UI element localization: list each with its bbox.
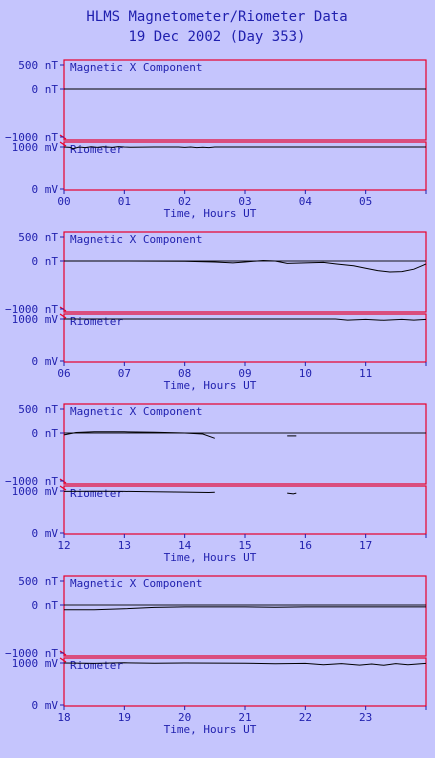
x-axis-title: Time, Hours UT bbox=[164, 723, 257, 736]
magnetic-panel-label: Magnetic X Component bbox=[70, 61, 202, 74]
x-tick-label: 18 bbox=[57, 711, 70, 724]
rio-ytick-label: 1000 mV bbox=[12, 657, 59, 670]
mag-ytick-label: −1000 nT bbox=[5, 647, 58, 660]
mag-ytick-label: 0 nT bbox=[32, 255, 59, 268]
magnetic-x-trace bbox=[64, 259, 427, 273]
x-tick-label: 21 bbox=[238, 711, 251, 724]
x-axis-title: Time, Hours UT bbox=[164, 379, 257, 392]
chart-title: HLMS Magnetometer/Riometer Data bbox=[86, 9, 347, 25]
x-tick-label: 16 bbox=[299, 539, 312, 552]
x-tick-label: 11 bbox=[359, 367, 372, 380]
x-tick-label: 15 bbox=[238, 539, 251, 552]
x-tick-label: 19 bbox=[118, 711, 131, 724]
x-tick-label: 17 bbox=[359, 539, 372, 552]
x-tick-label: 07 bbox=[118, 367, 131, 380]
rio-ytick-label: 0 mV bbox=[32, 699, 59, 712]
x-tick-label: 10 bbox=[299, 367, 312, 380]
axis-break-mark-1 bbox=[59, 313, 67, 319]
x-tick-label: 01 bbox=[118, 195, 131, 208]
x-tick-label: 14 bbox=[178, 539, 192, 552]
riometer-trace bbox=[63, 662, 427, 666]
axis-break-mark-1 bbox=[59, 657, 67, 663]
riometer-trace bbox=[63, 146, 426, 150]
panel-3: Magnetic X Component Riometer 500 nT 0 nT −1… bbox=[5, 575, 427, 736]
mag-ytick-label: −1000 nT bbox=[5, 303, 58, 316]
x-tick-label: 04 bbox=[299, 195, 313, 208]
magnetic-frame bbox=[63, 231, 427, 313]
panel-2: Magnetic X Component Riometer 500 nT 0 nT −1… bbox=[5, 403, 427, 564]
mag-ytick-label: 500 nT bbox=[18, 403, 58, 416]
magnetic-panel-label: Magnetic X Component bbox=[70, 233, 202, 246]
mag-ytick-label: 0 nT bbox=[32, 427, 59, 440]
riometer-trace-segment bbox=[287, 492, 297, 495]
x-axis-title: Time, Hours UT bbox=[164, 551, 257, 564]
x-tick-label: 13 bbox=[118, 539, 131, 552]
panels-group: Magnetic X Component Riometer 500 nT 0 nT −1… bbox=[5, 59, 427, 736]
rio-ytick-label: 1000 mV bbox=[12, 485, 59, 498]
mag-ytick-label: 0 nT bbox=[32, 599, 59, 612]
mag-ytick-label: −1000 nT bbox=[5, 475, 58, 488]
riometer-panel-label: Riometer bbox=[70, 487, 123, 500]
mag-ytick-label: 0 nT bbox=[32, 83, 59, 96]
riometer-trace bbox=[64, 318, 427, 321]
mag-ytick-label: 500 nT bbox=[18, 59, 58, 72]
x-axis-title: Time, Hours UT bbox=[164, 207, 257, 220]
x-tick-label: 08 bbox=[178, 367, 191, 380]
x-tick-label: 05 bbox=[359, 195, 372, 208]
axis-break-mark-1 bbox=[59, 141, 67, 147]
magnetic-frame bbox=[63, 403, 427, 485]
x-tick-label: 06 bbox=[57, 367, 70, 380]
rio-ytick-label: 1000 mV bbox=[12, 141, 59, 154]
riometer-panel-label: Riometer bbox=[70, 659, 123, 672]
chart-subtitle: 19 Dec 2002 (Day 353) bbox=[128, 29, 305, 45]
rio-ytick-label: 1000 mV bbox=[12, 313, 59, 326]
riometer-panel-label: Riometer bbox=[70, 315, 123, 328]
x-tick-label: 03 bbox=[238, 195, 251, 208]
magnetic-x-trace bbox=[63, 431, 215, 439]
rio-ytick-label: 0 mV bbox=[32, 527, 59, 540]
axis-break-mark-1 bbox=[59, 485, 67, 491]
magnetic-x-trace bbox=[64, 606, 426, 611]
x-tick-label: 00 bbox=[57, 195, 70, 208]
x-tick-label: 09 bbox=[238, 367, 251, 380]
x-tick-label: 02 bbox=[178, 195, 191, 208]
x-tick-label: 22 bbox=[299, 711, 312, 724]
riometer-trace bbox=[63, 490, 215, 494]
magnetic-frame bbox=[63, 59, 427, 141]
x-tick-label: 20 bbox=[178, 711, 191, 724]
magnetic-frame bbox=[63, 575, 427, 657]
mag-ytick-label: 500 nT bbox=[18, 231, 58, 244]
mag-ytick-label: −1000 nT bbox=[5, 131, 58, 144]
rio-ytick-label: 0 mV bbox=[32, 355, 59, 368]
panel-0: Magnetic X Component Riometer 500 nT 0 nT −1… bbox=[5, 59, 427, 220]
panel-1: Magnetic X Component Riometer 500 nT 0 nT −1… bbox=[5, 231, 427, 392]
mag-ytick-label: 500 nT bbox=[18, 575, 58, 588]
riometer-panel-label: Riometer bbox=[70, 143, 123, 156]
x-tick-label: 23 bbox=[359, 711, 372, 724]
rio-ytick-label: 0 mV bbox=[32, 183, 59, 196]
magnetic-panel-label: Magnetic X Component bbox=[70, 405, 202, 418]
x-tick-label: 12 bbox=[57, 539, 70, 552]
magnetic-panel-label: Magnetic X Component bbox=[70, 577, 202, 590]
